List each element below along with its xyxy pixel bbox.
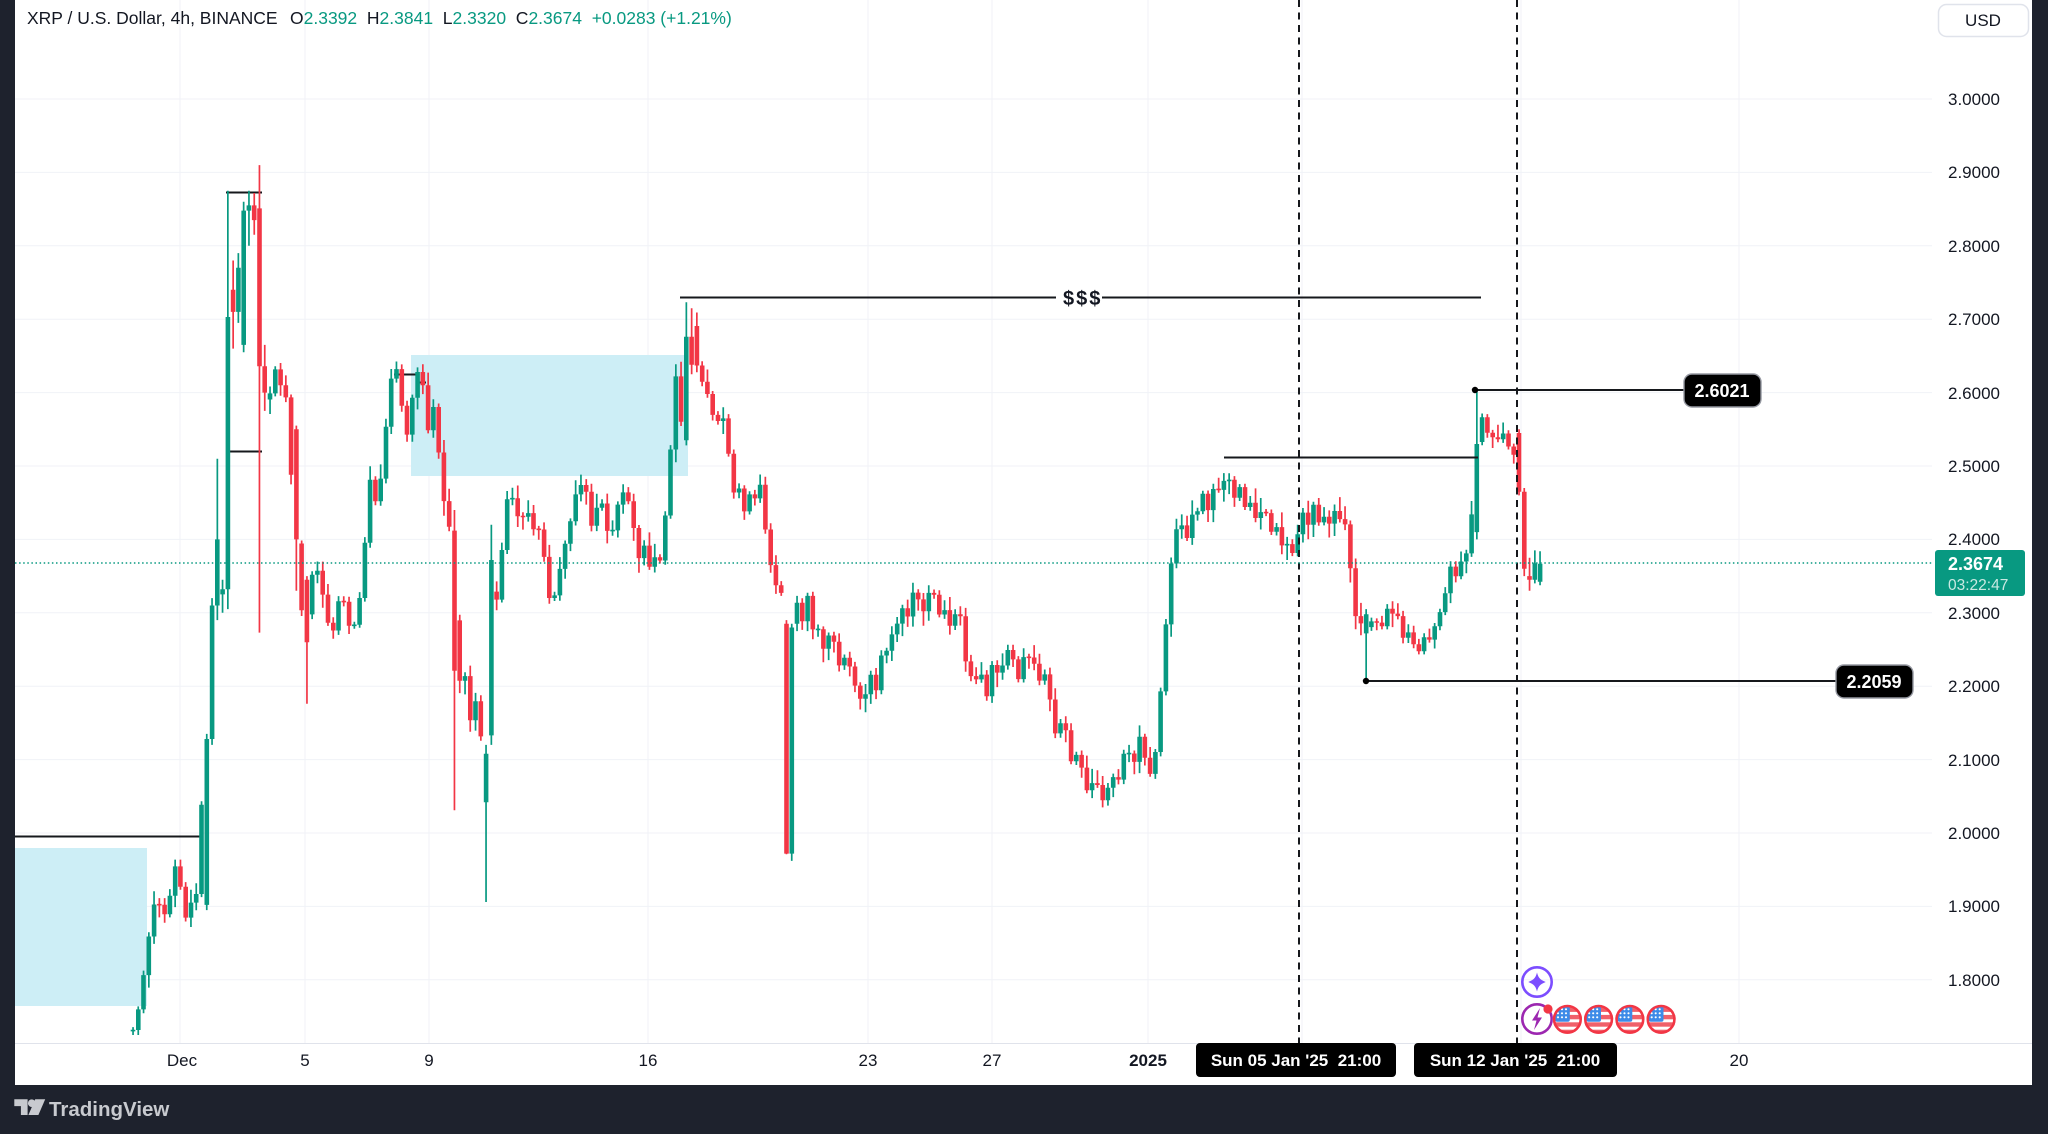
svg-text:1.9000: 1.9000 xyxy=(1948,897,2000,916)
svg-text:1.8000: 1.8000 xyxy=(1948,971,2000,990)
svg-text:23: 23 xyxy=(859,1051,878,1070)
svg-text:2.9000: 2.9000 xyxy=(1948,163,2000,182)
svg-text:03:22:47: 03:22:47 xyxy=(1948,577,2008,594)
svg-text:3.0000: 3.0000 xyxy=(1948,90,2000,109)
svg-text:2.4000: 2.4000 xyxy=(1948,530,2000,549)
svg-text:2.3674: 2.3674 xyxy=(1948,554,2003,574)
svg-text:2.5000: 2.5000 xyxy=(1948,457,2000,476)
svg-text:2.1000: 2.1000 xyxy=(1948,751,2000,770)
svg-text:Sun 12 Jan '25 21:00: Sun 12 Jan '25 21:00 xyxy=(1430,1051,1600,1070)
svg-text:9: 9 xyxy=(424,1051,433,1070)
svg-text:2.6021: 2.6021 xyxy=(1694,381,1749,401)
svg-text:2.2000: 2.2000 xyxy=(1948,677,2000,696)
svg-text:XRP / U.S. Dollar, 4h, BINANCE: XRP / U.S. Dollar, 4h, BINANCE xyxy=(27,8,278,28)
svg-text:2.8000: 2.8000 xyxy=(1948,237,2000,256)
svg-text:2.7000: 2.7000 xyxy=(1948,310,2000,329)
svg-text:2.3000: 2.3000 xyxy=(1948,604,2000,623)
svg-text:Sun 05 Jan '25 21:00: Sun 05 Jan '25 21:00 xyxy=(1211,1051,1381,1070)
svg-text:27: 27 xyxy=(983,1051,1002,1070)
svg-text:5: 5 xyxy=(300,1051,309,1070)
svg-text:$$$: $$$ xyxy=(1063,288,1102,310)
svg-text:20: 20 xyxy=(1730,1051,1749,1070)
svg-text:USD: USD xyxy=(1965,11,2001,30)
svg-text:Dec: Dec xyxy=(167,1051,198,1070)
svg-text:2.6000: 2.6000 xyxy=(1948,384,2000,403)
svg-text:O2.3392 H2.3841 L2.3320 C2.: O2.3392 H2.3841 L2.3320 C2.3674 +0.0283 … xyxy=(290,8,732,28)
svg-text:16: 16 xyxy=(639,1051,658,1070)
svg-text:2025: 2025 xyxy=(1129,1051,1167,1070)
svg-text:2.0000: 2.0000 xyxy=(1948,824,2000,843)
svg-text:2.2059: 2.2059 xyxy=(1846,672,1901,692)
svg-text:TradingView: TradingView xyxy=(49,1098,169,1121)
